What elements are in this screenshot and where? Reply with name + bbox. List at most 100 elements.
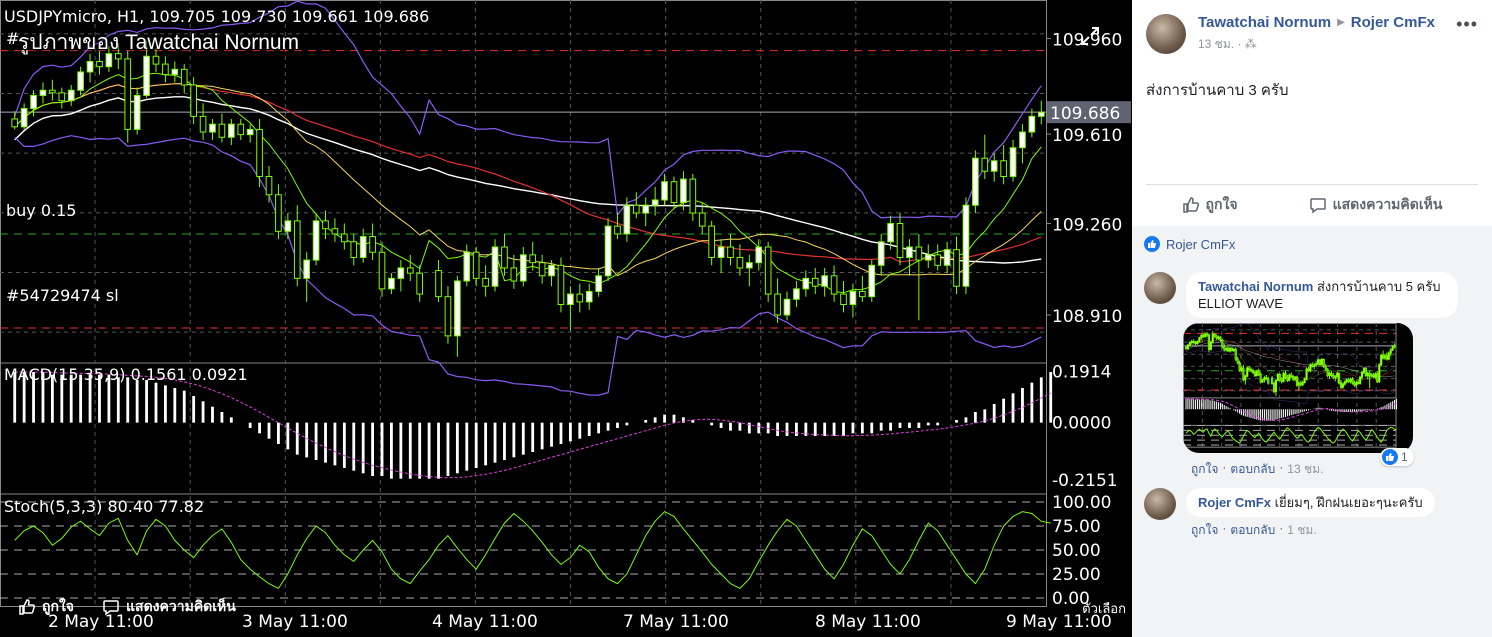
post-like-label: ถูกใจ bbox=[1205, 195, 1238, 212]
candle-body bbox=[849, 290, 857, 306]
candle-body bbox=[1194, 341, 1197, 345]
candle-body bbox=[397, 267, 405, 279]
photo-comment-button[interactable]: แสดงความคิดเห็น bbox=[102, 596, 236, 618]
candle-body bbox=[293, 220, 301, 279]
candle-body bbox=[1200, 335, 1203, 339]
candle-body bbox=[1282, 372, 1285, 382]
candle-body bbox=[1251, 370, 1255, 373]
candle-body bbox=[962, 204, 970, 287]
candle-body bbox=[576, 293, 584, 303]
comment-avatar[interactable] bbox=[1144, 488, 1176, 520]
candle-body bbox=[877, 241, 885, 266]
comment-reply-link[interactable]: ตอบกลับ bbox=[1230, 523, 1276, 537]
candle-body bbox=[1000, 160, 1007, 177]
candle-body bbox=[1221, 339, 1224, 348]
candle-body bbox=[152, 55, 160, 65]
candle-body bbox=[482, 277, 489, 287]
macd-signal-line bbox=[1186, 398, 1397, 422]
candle-body bbox=[821, 275, 828, 287]
comment-like-link[interactable]: ถูกใจ bbox=[1191, 462, 1219, 476]
candle-body bbox=[717, 246, 725, 258]
comment-reply-link[interactable]: ตอบกลับ bbox=[1230, 462, 1276, 476]
post-like-button[interactable]: ถูกใจ bbox=[1182, 194, 1238, 216]
candle-body bbox=[491, 246, 499, 287]
candle-body bbox=[1376, 373, 1379, 382]
author-name[interactable]: Tawatchai Nornum bbox=[1198, 14, 1332, 31]
post-header: Tawatchai Nornum ▶ Rojer CmFx 13 ชม. · ⁂ bbox=[1146, 14, 1435, 54]
photo-like-button[interactable]: ถูกใจ bbox=[18, 596, 74, 618]
candle-body bbox=[1209, 341, 1212, 350]
bollinger-lower bbox=[14, 135, 1042, 396]
candle-body bbox=[228, 123, 235, 138]
candle-body bbox=[312, 220, 320, 261]
post-comment-button[interactable]: แสดงความคิดเห็น bbox=[1309, 194, 1442, 216]
liked-by-name[interactable]: Rojer CmFx bbox=[1166, 236, 1236, 252]
candle-body bbox=[1271, 377, 1274, 385]
order-label: # bbox=[6, 29, 19, 48]
comment-attachment-image[interactable] bbox=[1183, 323, 1413, 453]
candle-body bbox=[1349, 378, 1352, 382]
candle-body bbox=[1232, 348, 1235, 351]
expand-icon[interactable] bbox=[1079, 25, 1101, 47]
sl-label: #54729474 sl bbox=[6, 286, 119, 305]
candle-body bbox=[1274, 379, 1278, 393]
candle-body bbox=[1249, 369, 1253, 372]
candle-body bbox=[1202, 335, 1205, 338]
candle-body bbox=[1190, 340, 1193, 343]
candle-body bbox=[1223, 346, 1226, 351]
photo-actions: ถูกใจ แสดงความคิดเห็น bbox=[18, 596, 236, 618]
candle-body bbox=[1238, 362, 1241, 371]
comment-author[interactable]: Tawatchai Nornum bbox=[1198, 279, 1314, 294]
candle-body bbox=[924, 254, 932, 261]
candle-body bbox=[1292, 376, 1295, 380]
candle-body bbox=[783, 298, 791, 316]
candle-body bbox=[680, 178, 687, 204]
photo-options-link[interactable]: ตัวเลือก bbox=[1082, 601, 1126, 616]
more-options-icon[interactable]: ••• bbox=[1456, 14, 1478, 34]
candle-body bbox=[11, 118, 19, 128]
macd-tick: -0.2151 bbox=[1052, 471, 1118, 491]
comment-time[interactable]: 13 ชม. bbox=[1287, 462, 1324, 476]
candle-body bbox=[1188, 341, 1191, 346]
audience-icon[interactable]: · ⁂ bbox=[1237, 37, 1257, 51]
candle-body bbox=[1332, 375, 1335, 379]
candle-body bbox=[1297, 382, 1300, 386]
stoch-main-line bbox=[14, 510, 1051, 590]
comment-reaction-badge[interactable]: 1 bbox=[1380, 448, 1414, 466]
candle-body bbox=[1391, 346, 1394, 351]
comment-bubble: Tawatchai Nornum ส่งการบ้านคาบ 5 ครับ EL… bbox=[1186, 272, 1458, 318]
candle-body bbox=[105, 53, 113, 68]
price-tick: 108.910 bbox=[1052, 307, 1122, 327]
candle-body bbox=[632, 204, 640, 214]
bollinger-upper bbox=[1185, 323, 1395, 368]
buy-label: buy 0.15 bbox=[6, 201, 76, 220]
candle-body bbox=[1290, 374, 1293, 378]
stoch-tick: 25.00 bbox=[1052, 565, 1101, 585]
stoch-tick: 100.00 bbox=[1052, 493, 1111, 513]
post-time[interactable]: 13 ชม. bbox=[1198, 37, 1235, 51]
target-name[interactable]: Rojer CmFx bbox=[1350, 14, 1435, 31]
candle-body bbox=[1347, 379, 1350, 382]
candle-body bbox=[1372, 374, 1375, 378]
candle-body bbox=[1360, 371, 1364, 378]
candle-body bbox=[1380, 354, 1383, 366]
candle-body bbox=[1227, 347, 1230, 352]
candle-body bbox=[1382, 354, 1385, 359]
photo-like-label: ถูกใจ bbox=[42, 598, 74, 614]
candle-body bbox=[1355, 381, 1358, 386]
post-text: ส่งการบ้านคาบ 3 ครับ bbox=[1146, 82, 1289, 99]
comment-avatar[interactable] bbox=[1144, 272, 1176, 304]
candle-body bbox=[698, 212, 706, 227]
candle-body bbox=[444, 296, 452, 337]
candle-body bbox=[1234, 348, 1237, 360]
comment-like-link[interactable]: ถูกใจ bbox=[1191, 523, 1219, 537]
macd-signal-line bbox=[14, 371, 1051, 479]
author-avatar[interactable] bbox=[1146, 14, 1186, 54]
candle-body bbox=[322, 220, 329, 230]
candle-body bbox=[1240, 367, 1243, 371]
comment-time[interactable]: 1 ชม. bbox=[1287, 523, 1317, 537]
candle-body bbox=[1318, 359, 1322, 365]
comment-author[interactable]: Rojer CmFx bbox=[1198, 495, 1271, 510]
x-tick: 7 May 11:00 bbox=[623, 612, 729, 632]
liked-by-row[interactable]: Rojer CmFx bbox=[1144, 236, 1235, 252]
